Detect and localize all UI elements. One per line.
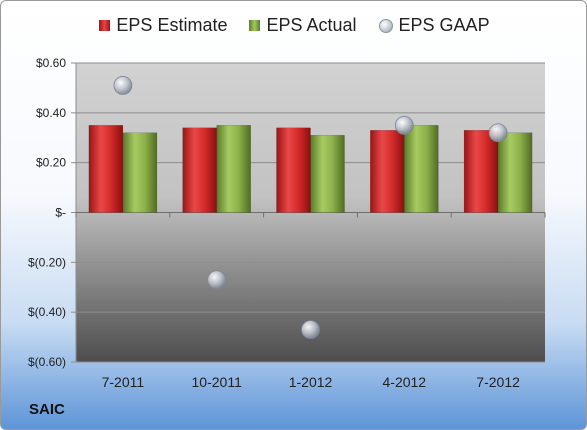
point-eps-gaap: [394, 115, 414, 135]
point-eps-gaap: [488, 123, 508, 143]
legend-label-eps-actual: EPS Actual: [266, 15, 357, 35]
legend-item-eps-gaap: EPS GAAP: [378, 15, 490, 36]
x-tick-label: 1-2012: [289, 374, 333, 390]
bar-eps-actual: [216, 125, 251, 213]
x-tick-label: 10-2011: [192, 374, 243, 390]
y-tick-label: $-: [55, 206, 66, 220]
bar-eps-actual: [404, 125, 439, 213]
y-tick-label: $(0.20): [28, 255, 66, 269]
y-tick-label: $0.40: [36, 106, 66, 120]
bar-eps-actual: [497, 132, 533, 213]
x-axis-ticks: 7-2011 10-2011 1-2012 4-2012 7-2012: [102, 374, 520, 390]
x-tick-label: 4-2012: [383, 374, 427, 390]
y-axis-ticks: $0.60 $0.40 $0.20 $- $(0.20) $(0.40) $(0.60): [28, 56, 66, 369]
bar-eps-actual: [310, 135, 345, 213]
company-label: SAIC: [29, 401, 65, 418]
bar-eps-estimate: [370, 130, 405, 213]
legend-swatch-eps-actual: [249, 20, 261, 31]
legend-item-eps-actual: EPS Actual: [249, 15, 357, 36]
chart-legend: EPS Estimate EPS Actual EPS GAAP: [1, 15, 586, 36]
legend-swatch-eps-estimate: [99, 20, 111, 31]
point-eps-gaap: [113, 76, 133, 95]
bar-eps-estimate: [276, 127, 311, 213]
x-tick-label: 7-2011: [102, 374, 145, 390]
y-tick-label: $(0.40): [28, 305, 66, 319]
y-tick-label: $0.60: [36, 56, 66, 70]
point-eps-gaap: [301, 320, 320, 340]
bar-eps-estimate: [182, 127, 217, 213]
legend-label-eps-gaap: EPS GAAP: [398, 15, 490, 35]
y-tick-label: $(0.60): [28, 355, 66, 369]
bar-eps-estimate: [463, 130, 499, 213]
x-tick-label: 7-2012: [476, 374, 520, 390]
bar-eps-actual: [122, 132, 158, 213]
points-layer: [113, 76, 508, 340]
bar-eps-estimate: [88, 125, 124, 213]
legend-label-eps-estimate: EPS Estimate: [116, 15, 228, 35]
legend-item-eps-estimate: EPS Estimate: [99, 15, 227, 36]
point-eps-gaap: [207, 270, 227, 290]
y-tick-label: $0.20: [36, 156, 66, 170]
legend-swatch-eps-gaap: [378, 18, 393, 33]
bars-layer: [88, 125, 533, 213]
